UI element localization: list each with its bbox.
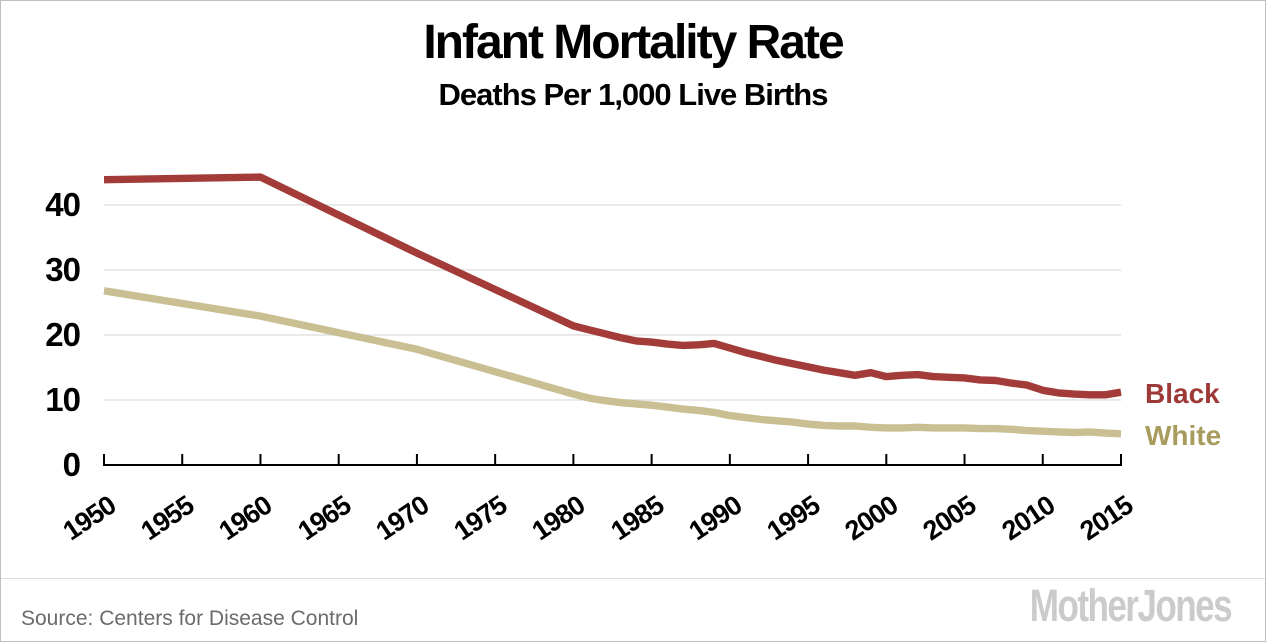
source-text: Source: Centers for Disease Control (21, 607, 359, 630)
motherjones-logo: MotherJones (1029, 580, 1233, 631)
y-tick-label: 0 (62, 446, 81, 483)
footer-divider (1, 578, 1265, 579)
chart-subtitle: Deaths Per 1,000 Live Births (438, 77, 829, 112)
y-tick-label: 10 (45, 381, 81, 418)
series-line-white (103, 287, 1122, 438)
chart-title: Infant Mortality Rate (423, 16, 844, 69)
y-tick-label: 40 (45, 186, 81, 223)
y-tick-label: 20 (45, 316, 81, 353)
series-line-black (103, 173, 1122, 399)
y-tick-label: 30 (45, 251, 81, 288)
legend-label-white: White (1145, 420, 1222, 451)
legend-label-black: Black (1145, 378, 1220, 409)
